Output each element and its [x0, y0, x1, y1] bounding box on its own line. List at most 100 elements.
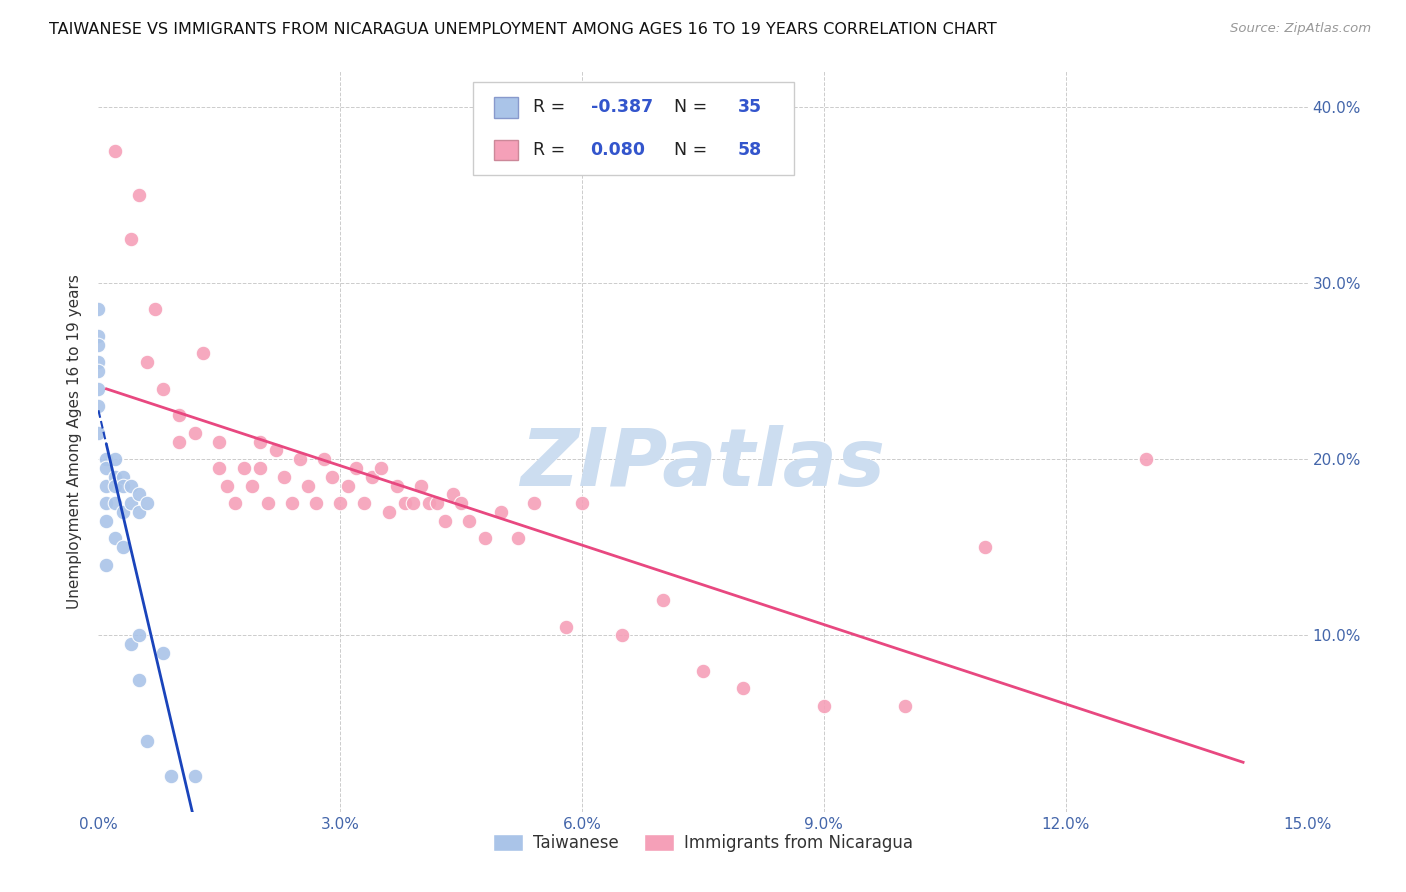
Point: [612, 628, 634, 642]
Text: Source: ZipAtlas.com: Source: ZipAtlas.com: [1230, 22, 1371, 36]
Point: [120, 496, 142, 510]
Point: [217, 478, 239, 492]
Point: [128, 487, 150, 501]
Point: [87, 337, 110, 351]
Text: N =: N =: [664, 141, 713, 159]
Point: [273, 470, 295, 484]
Point: [87, 302, 110, 317]
Point: [152, 382, 174, 396]
Point: [103, 532, 125, 546]
Text: TAIWANESE VS IMMIGRANTS FROM NICARAGUA UNEMPLOYMENT AMONG AGES 16 TO 19 YEARS CO: TAIWANESE VS IMMIGRANTS FROM NICARAGUA U…: [49, 22, 997, 37]
Point: [813, 698, 835, 713]
Point: [733, 681, 755, 696]
Point: [491, 505, 513, 519]
Point: [474, 532, 496, 546]
Point: [441, 487, 464, 501]
Point: [87, 399, 110, 413]
Point: [434, 514, 457, 528]
Legend: Taiwanese, Immigrants from Nicaragua: Taiwanese, Immigrants from Nicaragua: [486, 828, 920, 859]
Point: [87, 364, 110, 378]
Point: [87, 355, 110, 369]
Y-axis label: Unemployment Among Ages 16 to 19 years: Unemployment Among Ages 16 to 19 years: [67, 274, 83, 609]
Point: [208, 461, 231, 475]
Point: [87, 328, 110, 343]
Point: [128, 628, 150, 642]
Point: [385, 478, 408, 492]
Point: [426, 496, 449, 510]
Point: [314, 452, 336, 467]
Point: [103, 478, 125, 492]
Point: [458, 514, 481, 528]
Point: [418, 496, 440, 510]
Point: [281, 496, 304, 510]
Point: [111, 541, 134, 555]
Point: [256, 496, 278, 510]
Point: [135, 734, 157, 748]
Point: [249, 434, 271, 449]
Point: [450, 496, 472, 510]
Point: [87, 425, 110, 440]
Point: [184, 769, 207, 783]
Point: [96, 461, 118, 475]
Point: [103, 144, 125, 158]
Point: [96, 452, 118, 467]
Point: [329, 496, 352, 510]
Point: [692, 664, 714, 678]
Point: [370, 461, 392, 475]
Point: [135, 496, 157, 510]
Point: [571, 496, 593, 510]
Point: [353, 496, 375, 510]
Point: [111, 505, 134, 519]
Point: [143, 302, 166, 317]
Point: [135, 355, 157, 369]
Point: [224, 496, 246, 510]
Point: [394, 496, 416, 510]
Point: [337, 478, 360, 492]
Point: [264, 443, 287, 458]
Point: [193, 346, 215, 360]
Text: R =: R =: [533, 98, 571, 116]
Point: [96, 558, 118, 572]
Point: [96, 478, 118, 492]
Point: [120, 478, 142, 492]
Point: [523, 496, 546, 510]
Point: [128, 673, 150, 687]
Point: [321, 470, 343, 484]
Point: [297, 478, 319, 492]
FancyBboxPatch shape: [494, 139, 517, 161]
Point: [208, 434, 231, 449]
Point: [1135, 452, 1157, 467]
Text: R =: R =: [533, 141, 571, 159]
Point: [152, 646, 174, 660]
Point: [184, 425, 207, 440]
Point: [249, 461, 271, 475]
Point: [160, 769, 183, 783]
Point: [111, 478, 134, 492]
Point: [103, 470, 125, 484]
Point: [103, 452, 125, 467]
Point: [893, 698, 915, 713]
Point: [103, 496, 125, 510]
Point: [111, 470, 134, 484]
Text: 35: 35: [738, 98, 762, 116]
Text: N =: N =: [664, 98, 713, 116]
Point: [167, 434, 190, 449]
Text: 0.080: 0.080: [591, 141, 645, 159]
Point: [506, 532, 529, 546]
Point: [305, 496, 328, 510]
Point: [240, 478, 263, 492]
Point: [120, 637, 142, 651]
FancyBboxPatch shape: [474, 82, 793, 175]
Point: [409, 478, 432, 492]
Point: [361, 470, 384, 484]
FancyBboxPatch shape: [494, 97, 517, 118]
Point: [402, 496, 425, 510]
Point: [96, 514, 118, 528]
Point: [344, 461, 367, 475]
Point: [128, 187, 150, 202]
Text: 58: 58: [738, 141, 762, 159]
Point: [120, 232, 142, 246]
Point: [555, 619, 578, 633]
Point: [87, 382, 110, 396]
Point: [377, 505, 399, 519]
